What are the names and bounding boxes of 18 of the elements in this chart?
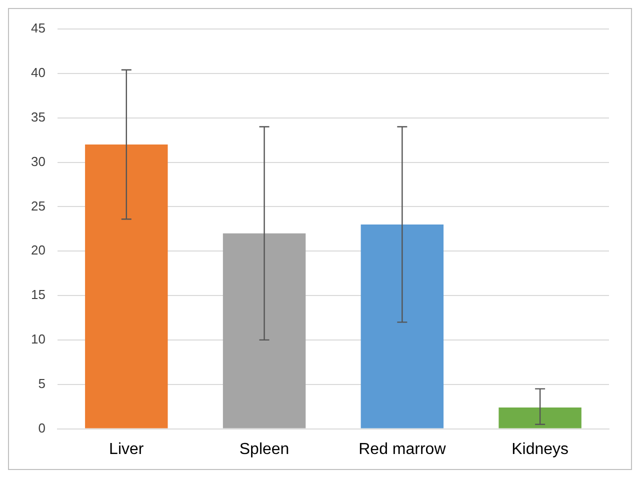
y-tick-label: 25 [30,198,46,214]
x-tick-label: Kidneys [512,440,569,458]
y-tick-label: 20 [30,242,46,258]
y-tick-label: 0 [38,420,46,436]
bar [85,144,168,428]
y-tick-label: 30 [30,154,46,169]
bar [360,224,444,428]
x-tick-label: Spleen [239,440,290,458]
y-tick-label: 15 [30,287,46,302]
y-tick-label: 40 [30,65,46,80]
y-tick-label: 45 [30,20,46,36]
x-tick-label: Liver [109,440,144,458]
bar [498,407,582,428]
bar [222,233,306,428]
y-tick-label: 10 [30,332,46,347]
x-tick-label: Red marrow [358,440,446,458]
y-tick-label: 35 [30,109,46,124]
y-tick-label: 5 [38,376,46,391]
